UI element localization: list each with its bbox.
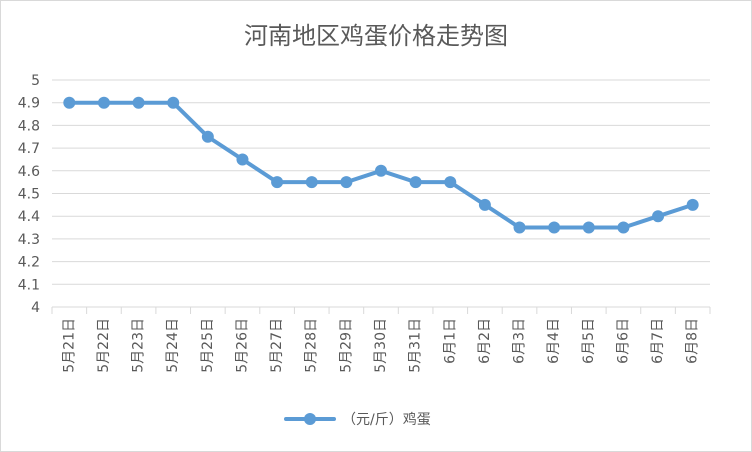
x-tick-label: 5月26日 <box>234 318 250 373</box>
data-point <box>236 153 249 166</box>
x-tick-label: 5月22日 <box>96 318 112 373</box>
series-layer <box>63 96 699 234</box>
y-tick-label: 4.9 <box>18 96 40 112</box>
data-point <box>375 164 387 177</box>
legend-point-marker <box>304 413 316 425</box>
x-tick-label: 6月3日 <box>512 318 528 364</box>
data-point <box>409 176 422 189</box>
y-tick-label: 4 <box>31 300 40 316</box>
y-tick-label: 4.7 <box>18 141 40 157</box>
data-point <box>444 176 457 189</box>
x-tick-label: 6月1日 <box>442 318 458 364</box>
data-point <box>548 221 561 234</box>
data-point <box>686 198 699 211</box>
legend-label: （元/斤）鸡蛋 <box>342 411 431 428</box>
axis-layer: 4 4.1 4.2 4.3 4.4 4.5 4.6 4.7 4.8 4.9 5 5月21日 5月22日 5… <box>18 73 711 373</box>
data-point <box>201 130 214 143</box>
x-tick-label: 6月4日 <box>546 318 562 364</box>
y-tick-label: 4.4 <box>18 209 40 225</box>
data-point <box>271 176 284 189</box>
data-point <box>652 210 665 223</box>
x-tick-label: 6月6日 <box>615 318 631 364</box>
y-tick-label: 5 <box>31 73 40 89</box>
x-tick-label: 5月23日 <box>131 318 147 373</box>
data-point <box>167 96 180 109</box>
x-tick-label: 5月21日 <box>61 318 77 373</box>
y-tick-label: 4.8 <box>18 118 40 134</box>
data-point <box>97 96 110 109</box>
y-tick-label: 4.6 <box>18 164 40 180</box>
x-tick-label: 5月30日 <box>373 318 389 373</box>
x-tick-label: 6月7日 <box>650 318 666 364</box>
data-point <box>478 198 491 211</box>
data-point <box>582 221 595 234</box>
x-tick-label: 5月24日 <box>165 318 181 373</box>
x-tick-label: 5月27日 <box>269 318 285 373</box>
y-tick-label: 4.3 <box>18 232 40 248</box>
legend: （元/斤）鸡蛋 <box>284 411 431 428</box>
data-point <box>340 176 353 189</box>
y-tick-label: 4.2 <box>18 255 40 271</box>
x-tick-label: 5月29日 <box>338 318 354 373</box>
x-tick-label: 5月31日 <box>408 318 424 373</box>
x-tick-label: 6月5日 <box>581 318 597 364</box>
x-tick-label: 6月2日 <box>477 318 493 364</box>
x-tick-label: 5月25日 <box>200 318 216 373</box>
x-tick-label: 6月8日 <box>685 318 701 364</box>
data-point <box>63 96 76 109</box>
y-tick-label: 4.1 <box>18 277 40 293</box>
data-point <box>617 221 630 234</box>
data-point <box>132 96 145 109</box>
data-point <box>305 176 318 189</box>
x-tick-label: 5月28日 <box>304 318 320 373</box>
y-tick-label: 4.5 <box>18 187 40 203</box>
data-point <box>513 221 526 234</box>
chart-title: 河南地区鸡蛋价格走势图 <box>244 22 508 50</box>
